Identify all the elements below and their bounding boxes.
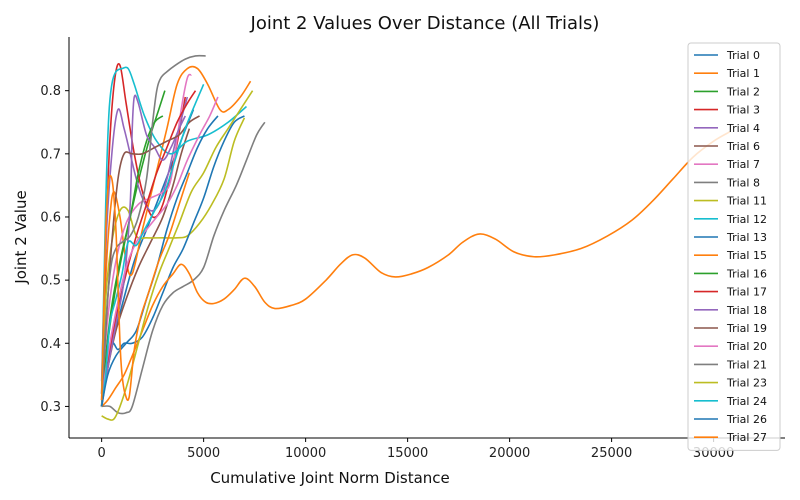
legend-label-trial-12: Trial 12 — [726, 213, 767, 226]
series-line-trial-17 — [100, 90, 197, 407]
legend-frame — [687, 42, 781, 451]
series-line-trial-18 — [100, 94, 186, 407]
x-tick-label: 5000 — [187, 446, 220, 461]
legend-label-trial-19: Trial 19 — [726, 322, 767, 335]
legend-label-trial-26: Trial 26 — [726, 413, 767, 426]
legend-label-trial-8: Trial 8 — [726, 176, 760, 189]
x-axis-label: Cumulative Joint Norm Distance — [210, 469, 450, 487]
series-line-trial-24 — [100, 84, 205, 407]
legend-label-trial-21: Trial 21 — [726, 358, 767, 371]
lines-layer — [100, 54, 731, 421]
series-line-trial-4 — [100, 96, 189, 382]
series-line-trial-0 — [100, 109, 195, 407]
legend-label-trial-27: Trial 27 — [726, 431, 767, 444]
series-line-trial-1 — [100, 65, 252, 401]
series-line-trial-15 — [101, 131, 731, 408]
legend-label-trial-17: Trial 17 — [726, 286, 767, 299]
y-tick-label: 0.6 — [40, 210, 61, 225]
legend-label-trial-23: Trial 23 — [726, 377, 767, 390]
series-line-trial-19 — [100, 115, 200, 407]
x-tick-label: 10000 — [285, 446, 326, 461]
legend-label-trial-1: Trial 1 — [726, 67, 760, 80]
legend-label-trial-4: Trial 4 — [726, 122, 760, 135]
legend-label-trial-15: Trial 15 — [726, 249, 767, 262]
y-tick-label: 0.3 — [40, 400, 61, 415]
x-tick-label: 25000 — [591, 446, 632, 461]
chart-title: Joint 2 Values Over Distance (All Trials… — [250, 13, 600, 34]
y-ticks: 0.3 0.4 0.5 0.6 0.7 0.8 — [40, 84, 69, 415]
series-line-trial-27 — [100, 172, 191, 401]
legend-label-trial-16: Trial 16 — [726, 267, 767, 280]
legend-label-trial-24: Trial 24 — [726, 395, 767, 408]
series-line-trial-8 — [101, 121, 266, 415]
legend-label-trial-7: Trial 7 — [726, 158, 760, 171]
x-tick-label: 15000 — [387, 446, 428, 461]
x-tick-label: 20000 — [489, 446, 530, 461]
legend-label-trial-18: Trial 18 — [726, 304, 767, 317]
series-line-trial-21 — [100, 54, 206, 407]
series-line-trial-13 — [100, 115, 245, 407]
y-tick-label: 0.4 — [40, 337, 61, 352]
x-tick-label: 0 — [97, 446, 105, 461]
legend-label-trial-13: Trial 13 — [726, 231, 767, 244]
legend: Trial 0 Trial 1 Trial 2 Trial 3 Trial 4 Trial… — [687, 42, 781, 451]
legend-label-trial-2: Trial 2 — [726, 85, 760, 98]
legend-label-trial-0: Trial 0 — [726, 49, 760, 62]
legend-label-trial-11: Trial 11 — [726, 195, 767, 208]
legend-label-trial-6: Trial 6 — [726, 140, 760, 153]
legend-label-trial-3: Trial 3 — [726, 104, 760, 117]
y-tick-label: 0.5 — [40, 274, 61, 289]
x-ticks: 0 5000 10000 15000 20000 25000 30000 — [97, 438, 734, 461]
series-line-trial-23 — [101, 90, 254, 421]
y-tick-label: 0.8 — [40, 84, 61, 99]
axes-layer — [68, 37, 785, 439]
series-line-trial-7 — [100, 73, 192, 394]
legend-label-trial-20: Trial 20 — [726, 340, 767, 353]
y-tick-label: 0.7 — [40, 147, 61, 162]
series-line-trial-20 — [100, 96, 219, 401]
y-axis-label: Joint 2 Value — [12, 190, 30, 284]
